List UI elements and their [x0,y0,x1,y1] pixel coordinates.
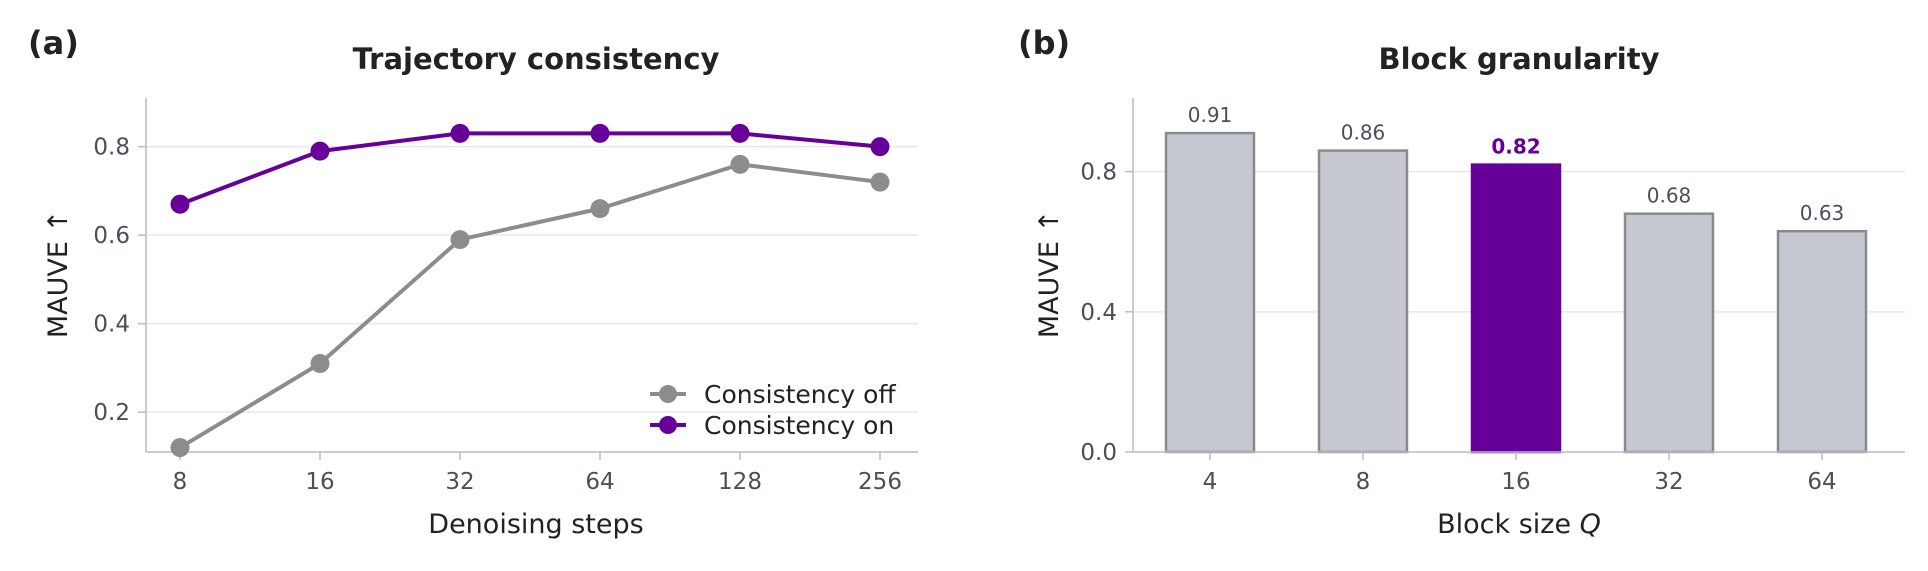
panel-a-ylabel: MAUVE ↑ [43,210,74,338]
data-point [170,194,190,214]
data-point [310,141,330,161]
xtick-label: 4 [1203,469,1218,495]
data-point [730,154,750,174]
xtick-label: 32 [445,469,474,495]
xtick-label: 16 [1501,469,1530,495]
line-chart: 0.2 0.4 0.6 0.8 8 16 32 64 128 256 [93,98,918,495]
panel-a-title: Trajectory consistency [353,42,720,76]
data-point [170,438,190,458]
ytick-label: 0.4 [93,312,130,338]
legend-entry: Consistency off [704,380,896,409]
bar [1164,131,1256,454]
bar [1317,149,1409,454]
bar [1470,163,1562,454]
ytick-label: 0.4 [1080,300,1117,326]
data-point [310,354,330,373]
series-line [179,131,881,207]
ytick-label: 0.8 [93,135,130,161]
bar-value-label: 0.86 [1341,121,1386,145]
bar-value-label: 0.82 [1491,135,1540,159]
ytick-label: 0.8 [1080,160,1117,186]
data-point [870,172,890,192]
xtick-label: 8 [173,469,188,495]
xtick-label: 64 [585,469,614,495]
xtick-label: 128 [718,469,762,495]
panel-b-xlabel-var: Q [1580,509,1601,540]
bar-value-label: 0.91 [1188,103,1233,127]
data-point [450,230,470,250]
panel-b-xlabel: Block size Q [1437,509,1601,540]
ytick-label: 0.0 [1080,440,1117,466]
panel-a-letter: (a) [28,24,79,62]
data-point [450,123,470,143]
ytick-label: 0.6 [93,223,130,249]
bar [1623,212,1715,454]
xtick-label: 8 [1356,469,1371,495]
legend-swatch-marker [659,416,677,434]
data-point [730,123,750,143]
legend-entry: Consistency on [704,411,894,440]
data-point [590,199,610,219]
ytick-label: 0.2 [93,400,130,426]
panel-b-xlabel-text: Block size [1437,509,1580,540]
series-line [178,162,881,450]
data-point [590,123,610,143]
panel-b-letter: (b) [1018,24,1070,62]
xtick-label: 64 [1807,469,1836,495]
bar [1776,229,1868,454]
bar-value-label: 0.63 [1800,201,1845,225]
bar-chart: 0.0 0.4 0.8 0.91 4 0.86 8 0.82 16 0.68 32 0.63 64 [1080,98,1905,495]
xtick-label: 256 [858,469,902,495]
legend-swatch-marker [659,385,677,403]
panel-b-ylabel: MAUVE ↑ [1034,210,1065,338]
panel-a-xlabel: Denoising steps [428,509,643,540]
panel-b-title: Block granularity [1379,42,1660,76]
xtick-label: 32 [1654,469,1683,495]
bar-value-label: 0.68 [1647,184,1692,208]
xtick-label: 16 [305,469,334,495]
data-point [870,137,890,157]
